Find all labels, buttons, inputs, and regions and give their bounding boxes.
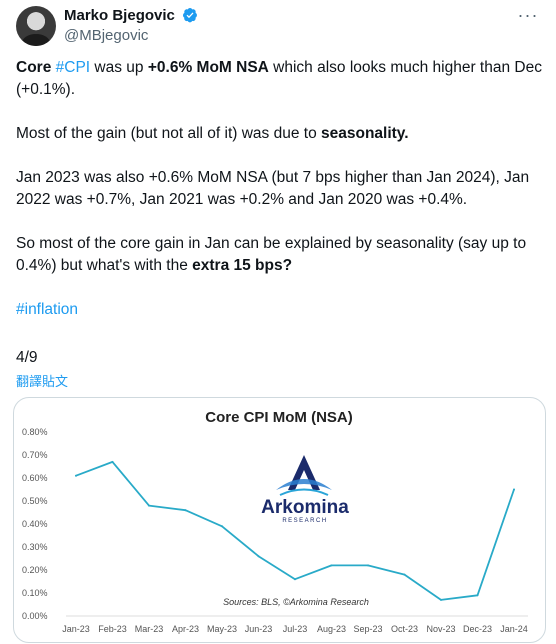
author-handle[interactable]: @MBjegovic [64, 27, 149, 44]
display-name[interactable]: Marko Bjegovic [64, 7, 175, 24]
tweet-paragraph-4: So most of the core gain in Jan can be e… [16, 233, 544, 277]
data-point [476, 594, 479, 597]
y-tick-label: 0.50% [22, 496, 48, 506]
x-tick-label: Sep-23 [353, 624, 382, 634]
x-tick-label: Jun-23 [245, 624, 273, 634]
tweet-text-span: was up [90, 59, 148, 76]
verified-badge-icon [183, 8, 198, 23]
display-name-row: Marko Bjegovic [64, 7, 198, 25]
tweet-text-span: +0.6% MoM NSA [147, 59, 269, 76]
hashtag-inflation[interactable]: #inflation [16, 301, 79, 318]
avatar[interactable] [16, 6, 56, 46]
x-tick-label: Aug-23 [317, 624, 346, 634]
series-points [75, 460, 515, 601]
tweet-text-span: extra 15 bps? [192, 257, 293, 274]
tweet-text-span: Core [16, 59, 52, 76]
tweet-text-span: Most of the gain (but not all of it) was… [16, 125, 321, 142]
data-point [75, 474, 77, 477]
x-tick-label: Apr-23 [172, 624, 199, 634]
tweet-text: Core #CPI was up +0.6% MoM NSA which als… [16, 57, 544, 343]
x-tick-label: Jan-23 [62, 624, 90, 634]
tweet-header: Marko Bjegovic @MBjegovic ··· [16, 6, 544, 46]
logo-tagline: RESEARCH [282, 518, 327, 524]
more-options-icon[interactable]: ··· [517, 5, 539, 25]
data-point [111, 460, 114, 463]
y-axis-ticks: 0.00% 0.10% 0.20% 0.30% 0.40% 0.50% 0.60% 0.70%… [22, 427, 48, 621]
y-tick-label: 0.40% [22, 519, 48, 529]
data-point [367, 564, 369, 567]
x-tick-label: May-23 [207, 624, 237, 634]
data-point [294, 578, 296, 581]
data-point [184, 509, 187, 512]
y-tick-label: 0.10% [22, 588, 48, 598]
tweet-text-span: which also looks much higher than Dec (+… [16, 59, 542, 98]
y-tick-label: 0.70% [22, 450, 48, 460]
x-tick-label: Feb-23 [98, 624, 127, 634]
core-cpi-chart: Core CPI MoM (NSA) 0.00%0.10%0.20%0.30%0… [22, 409, 528, 634]
translate-post-link[interactable]: 翻譯貼文 [16, 374, 69, 389]
arkomina-logo-icon [276, 455, 332, 496]
tweet-paragraph-2: Most of the gain (but not all of it) was… [16, 123, 544, 145]
data-point [513, 488, 515, 491]
chart-image-card[interactable]: Core CPI MoM (NSA) 0.00% 0.10% 0.20% 0.30% 0… [13, 397, 546, 643]
data-point [221, 525, 223, 528]
chart-title: Core CPI MoM (NSA) [205, 409, 353, 426]
y-tick-label: 0.30% [22, 542, 48, 552]
y-tick-label: 0.20% [22, 565, 48, 575]
y-tick-label: 0.60% [22, 473, 48, 483]
arkomina-logo: Arkomina RESEARCH [261, 455, 349, 524]
x-tick-label: Jul-23 [283, 624, 308, 634]
tweet-text-span: seasonality. [321, 125, 409, 142]
tweet-paragraph-3: Jan 2023 was also +0.6% MoM NSA (but 7 b… [16, 169, 530, 208]
data-point [148, 504, 150, 507]
x-tick-label: Mar-23 [135, 624, 164, 634]
data-point [403, 573, 406, 576]
x-tick-label: Oct-23 [391, 624, 418, 634]
x-tick-label: Jan-24 [500, 624, 528, 634]
data-point [257, 555, 260, 558]
x-tick-label: Nov-23 [426, 624, 455, 634]
chart-source: Sources: BLS, ©Arkomina Research [223, 597, 369, 607]
logo-name: Arkomina [261, 497, 349, 518]
data-point [330, 564, 333, 567]
y-tick-label: 0.80% [22, 427, 48, 437]
x-axis-ticks: Jan-23 Feb-23 Mar-23 Apr-23 May-23 Jun-23 Jul-… [62, 624, 528, 634]
tweet-paragraph-1: Core #CPI was up +0.6% MoM NSA which als… [16, 57, 544, 101]
thread-page-count: 4/9 [16, 349, 38, 366]
tweet-paragraph-5: #inflation [16, 299, 544, 321]
y-tick-label: 0.00% [22, 611, 48, 621]
data-point [440, 598, 442, 601]
x-tick-label: Dec-23 [463, 624, 492, 634]
hashtag-cpi[interactable]: #CPI [55, 59, 91, 76]
tweet-text-span: So most of the core gain in Jan can be e… [16, 235, 527, 274]
author-info: Marko Bjegovic @MBjegovic [64, 7, 198, 46]
